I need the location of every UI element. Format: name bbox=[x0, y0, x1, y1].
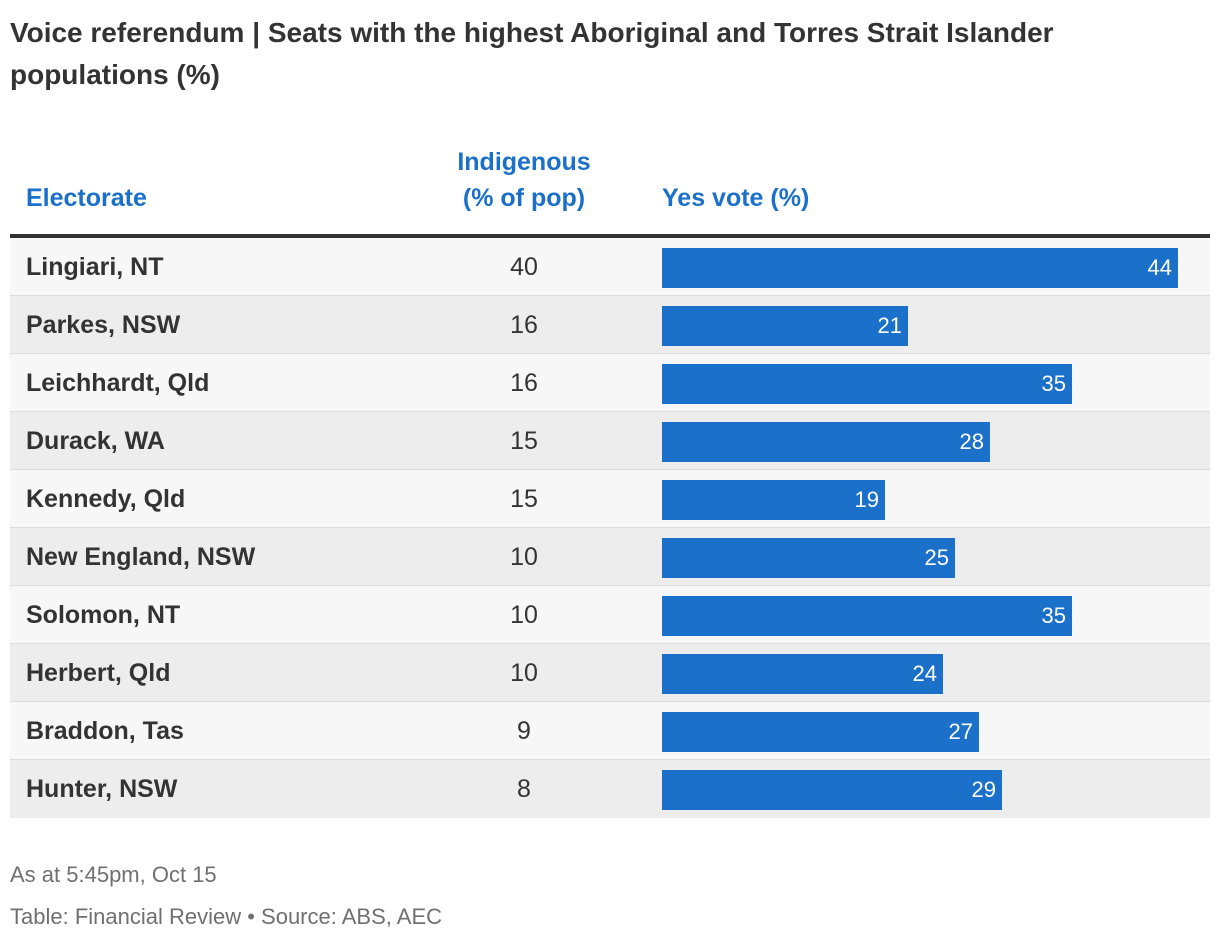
indigenous-percent: 16 bbox=[510, 369, 538, 397]
electorate-name: Durack, WA bbox=[26, 427, 165, 455]
yes-vote-label: 21 bbox=[877, 313, 902, 338]
table-header: Electorate Indigenous (% of pop) Yes vot… bbox=[10, 140, 1210, 238]
column-header-electorate: Electorate bbox=[26, 184, 147, 212]
yes-vote-label: 19 bbox=[854, 487, 879, 512]
indigenous-percent: 15 bbox=[510, 427, 538, 455]
indigenous-percent: 8 bbox=[517, 775, 531, 803]
electorate-name: Lingiari, NT bbox=[26, 253, 164, 281]
table-row: Parkes, NSW 16 21 bbox=[10, 296, 1210, 354]
electorate-name: Braddon, Tas bbox=[26, 717, 184, 745]
timestamp-note: As at 5:45pm, Oct 15 bbox=[10, 862, 217, 887]
yes-vote-label: 27 bbox=[948, 719, 973, 744]
table-row: New England, NSW 10 25 bbox=[10, 528, 1210, 586]
yes-vote-bar: 21 bbox=[662, 306, 908, 346]
indigenous-percent: 10 bbox=[510, 659, 538, 687]
indigenous-percent: 40 bbox=[510, 253, 538, 281]
table-row: Leichhardt, Qld 16 35 bbox=[10, 354, 1210, 412]
electorate-name: Kennedy, Qld bbox=[26, 485, 186, 513]
electorate-name: New England, NSW bbox=[26, 543, 256, 571]
yes-vote-bar: 35 bbox=[662, 596, 1072, 636]
indigenous-percent: 9 bbox=[517, 717, 531, 745]
table-row: Herbert, Qld 10 24 bbox=[10, 644, 1210, 702]
table-body: Lingiari, NT 40 44 Parkes, NSW 16 21 Leichhard… bbox=[10, 238, 1210, 818]
yes-vote-bar: 35 bbox=[662, 364, 1072, 404]
yes-vote-label: 35 bbox=[1041, 603, 1066, 628]
yes-vote-bar: 25 bbox=[662, 538, 955, 578]
table-row: Lingiari, NT 40 44 bbox=[10, 238, 1210, 296]
yes-vote-bar: 44 bbox=[662, 248, 1178, 288]
column-header-indigenous-line2: (% of pop) bbox=[462, 184, 586, 212]
yes-vote-bar: 27 bbox=[662, 712, 979, 752]
electorate-name: Solomon, NT bbox=[26, 601, 181, 629]
column-header-indigenous: Indigenous (% of pop) bbox=[434, 144, 614, 216]
yes-vote-label: 25 bbox=[924, 545, 949, 570]
yes-vote-bar: 19 bbox=[662, 480, 885, 520]
results-table: Electorate Indigenous (% of pop) Yes vot… bbox=[10, 140, 1210, 818]
table-row: Durack, WA 15 28 bbox=[10, 412, 1210, 470]
indigenous-percent: 16 bbox=[510, 311, 538, 339]
yes-vote-label: 28 bbox=[959, 429, 984, 454]
table-row: Solomon, NT 10 35 bbox=[10, 586, 1210, 644]
yes-vote-label: 35 bbox=[1041, 371, 1066, 396]
column-header-yes-vote: Yes vote (%) bbox=[662, 184, 810, 212]
yes-vote-label: 24 bbox=[912, 661, 937, 686]
yes-vote-bar: 28 bbox=[662, 422, 990, 462]
electorate-name: Parkes, NSW bbox=[26, 311, 181, 339]
indigenous-percent: 10 bbox=[510, 601, 538, 629]
table-row: Hunter, NSW 8 29 bbox=[10, 760, 1210, 818]
yes-vote-bar: 29 bbox=[662, 770, 1002, 810]
indigenous-percent: 10 bbox=[510, 543, 538, 571]
yes-vote-bar: 24 bbox=[662, 654, 943, 694]
yes-vote-label: 44 bbox=[1147, 255, 1172, 280]
electorate-name: Hunter, NSW bbox=[26, 775, 178, 803]
chart-title: Voice referendum | Seats with the highes… bbox=[10, 17, 1054, 90]
source-note: Table: Financial Review • Source: ABS, A… bbox=[10, 904, 443, 929]
column-header-indigenous-line1: Indigenous bbox=[457, 148, 591, 176]
electorate-name: Herbert, Qld bbox=[26, 659, 171, 687]
yes-vote-label: 29 bbox=[971, 777, 996, 802]
table-row: Kennedy, Qld 15 19 bbox=[10, 470, 1210, 528]
indigenous-percent: 15 bbox=[510, 485, 538, 513]
table-row: Braddon, Tas 9 27 bbox=[10, 702, 1210, 760]
electorate-name: Leichhardt, Qld bbox=[26, 369, 210, 397]
